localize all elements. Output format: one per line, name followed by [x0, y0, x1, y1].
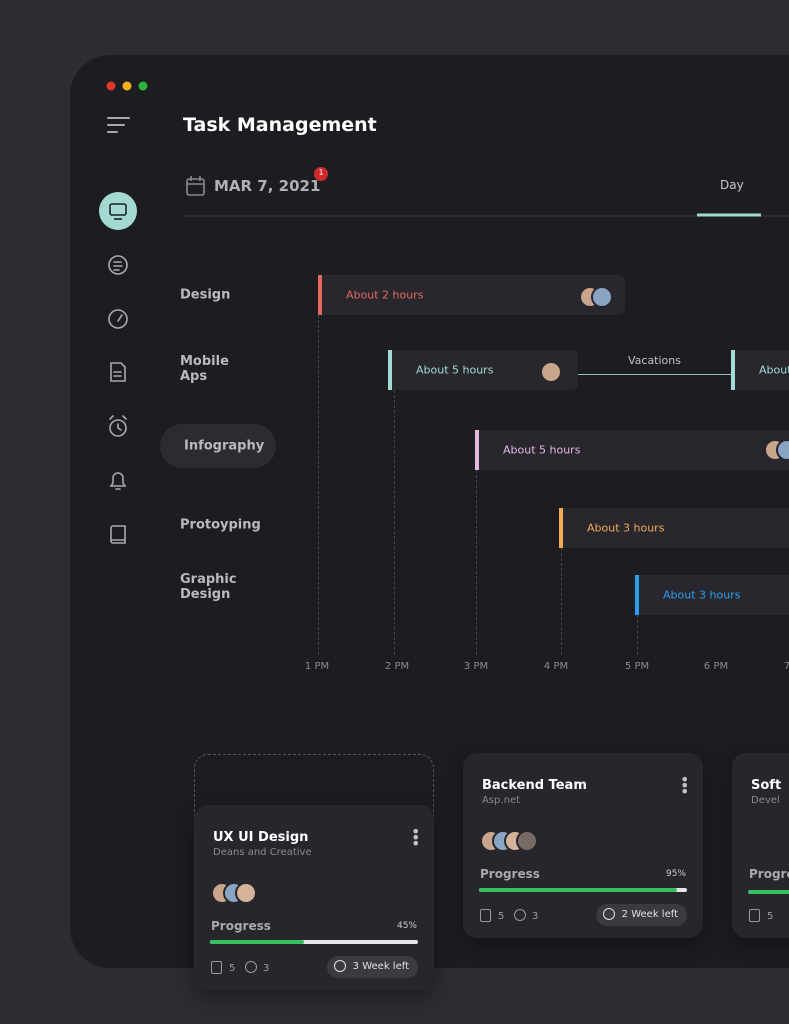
progress-fill [479, 888, 677, 892]
row-label[interactable]: Mobile Aps [180, 354, 229, 384]
row-label[interactable]: Graphic Design [180, 572, 237, 602]
progress-track [210, 940, 418, 944]
hour-label: 5 PM [624, 661, 650, 672]
card-title: Soft [751, 778, 782, 793]
task-card[interactable]: UX UI Design Deans and Creative Progress • •… [194, 805, 434, 990]
dash-line [561, 548, 562, 655]
row-label[interactable]: Infography [184, 438, 265, 454]
more-button[interactable]: • • • [411, 822, 421, 853]
vacation-label: Vacations [627, 354, 681, 367]
avatar [516, 830, 538, 852]
progress-title: Progress [480, 867, 540, 881]
deadline: 2 Week left [595, 904, 687, 926]
task-bar[interactable]: About [731, 350, 789, 390]
card-subtitle: Devel [751, 795, 780, 806]
comment-count: 3 [263, 963, 270, 974]
task-bar[interactable]: About 5 hours [475, 430, 789, 470]
more-button[interactable]: • • • [680, 770, 690, 801]
row-label[interactable]: Protoyping [180, 517, 261, 533]
row-highlight [160, 424, 276, 468]
progress-title: Progre [749, 867, 789, 881]
file-count: 5 [498, 911, 505, 922]
task-duration: About 2 hours [346, 288, 424, 302]
task-duration: About 3 hours [587, 521, 665, 535]
file-icon [749, 909, 760, 922]
progress-label: 45% [396, 921, 417, 931]
comment-count: 3 [532, 911, 539, 922]
file-count: 5 [767, 911, 774, 922]
dash-line [637, 615, 638, 655]
task-duration: About 3 hours [663, 588, 741, 602]
progress-track [748, 890, 789, 894]
task-duration: About 5 hours [416, 363, 494, 377]
file-icon [211, 961, 222, 974]
task-card[interactable]: Backend Team Asp.net Progress • • • 95% 2 Week … [463, 753, 703, 938]
hour-label: 3 PM [463, 661, 489, 672]
hour-label: 1 PM [304, 661, 330, 672]
hour-label: 7 [783, 661, 789, 672]
dash-line [394, 390, 395, 655]
task-card[interactable]: Soft Devel Progre 5 [732, 753, 789, 938]
task-bar[interactable]: About 2 hours [318, 275, 625, 315]
file-count: 5 [229, 963, 236, 974]
progress-label: 95% [665, 869, 686, 879]
hour-label: 4 PM [543, 661, 569, 672]
hour-label: 6 PM [703, 661, 729, 672]
progress-fill [210, 940, 304, 944]
task-duration: About 5 hours [503, 443, 581, 457]
file-icon [480, 909, 491, 922]
task-bar[interactable]: About 3 hours [559, 508, 789, 548]
task-bar[interactable]: About 3 hours [635, 575, 789, 615]
vacation-line [578, 374, 731, 375]
card-subtitle: Asp.net [482, 795, 520, 806]
task-duration: About [759, 363, 789, 377]
row-label[interactable]: Design [180, 287, 231, 303]
card-title: Backend Team [482, 778, 587, 793]
avatar [235, 882, 257, 904]
deadline: 3 Week left [326, 956, 418, 978]
date[interactable]: MAR 7, 2021 [214, 177, 321, 195]
card-title: UX UI Design [213, 830, 309, 845]
card-subtitle: Deans and Creative [213, 847, 312, 858]
hour-label: 2 PM [384, 661, 410, 672]
avatar [540, 361, 562, 383]
progress-track [479, 888, 687, 892]
day-tab[interactable]: Day [720, 178, 744, 192]
avatar [776, 439, 789, 461]
notification-count: 1 [318, 168, 324, 177]
dash-line [476, 470, 477, 655]
progress-title: Progress [211, 919, 271, 933]
page-title: Task Management [183, 114, 377, 136]
avatar [591, 286, 613, 308]
clock-icon [333, 960, 346, 972]
dash-line [318, 315, 319, 655]
clock-icon [602, 908, 615, 920]
comment-icon [245, 961, 257, 973]
comment-icon [514, 909, 526, 921]
